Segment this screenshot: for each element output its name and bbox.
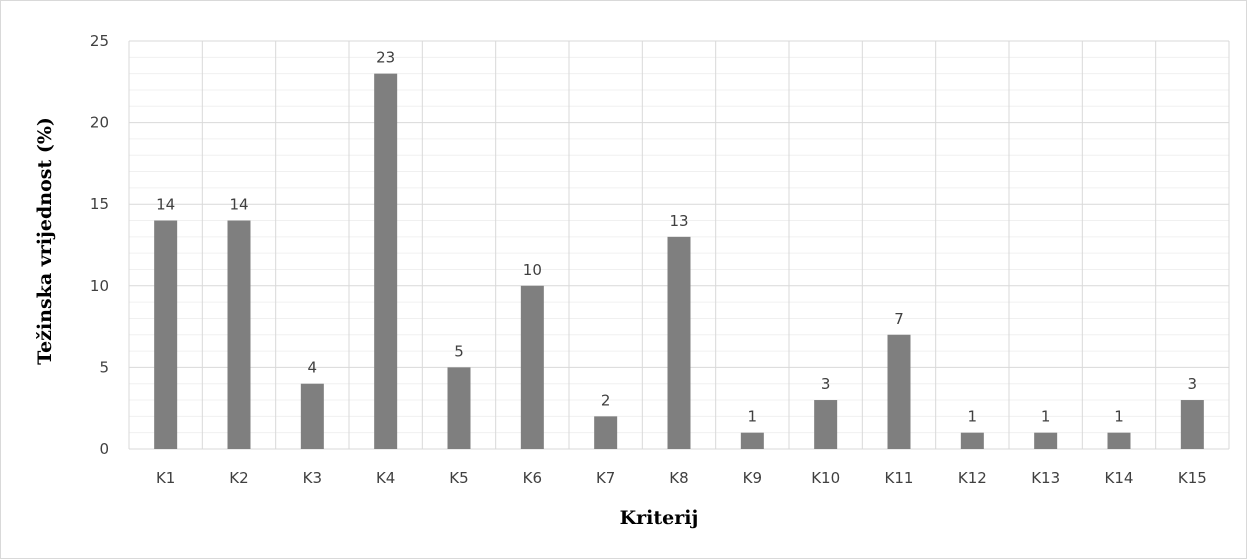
- data-label: 1: [748, 408, 758, 426]
- y-tick-label: 0: [99, 440, 109, 458]
- bar-k9: [740, 432, 764, 449]
- data-label: 1: [968, 408, 978, 426]
- data-label: 10: [523, 261, 542, 279]
- x-tick-label: K15: [1178, 469, 1207, 487]
- bar-k15: [1180, 400, 1204, 449]
- data-label: 13: [669, 212, 688, 230]
- bar-k6: [520, 285, 544, 449]
- y-tick-label: 5: [99, 358, 109, 376]
- bar-k5: [447, 367, 471, 449]
- y-axis-title: Težinska vrijednost (%): [34, 117, 56, 365]
- data-label: 1: [1114, 408, 1124, 426]
- x-tick-label: K3: [303, 469, 322, 487]
- data-label: 23: [376, 49, 395, 67]
- x-tick-label: K13: [1031, 469, 1060, 487]
- x-tick-label: K14: [1105, 469, 1134, 487]
- data-label: 5: [454, 342, 464, 360]
- x-tick-label: K11: [885, 469, 914, 487]
- x-tick-label: K7: [596, 469, 615, 487]
- bar-k2: [227, 220, 251, 449]
- bar-k7: [594, 416, 618, 449]
- data-label: 14: [156, 196, 175, 214]
- data-label: 2: [601, 391, 611, 409]
- bars: [154, 73, 1204, 449]
- bar-k11: [887, 334, 911, 449]
- x-axis-title: Kriterij: [620, 507, 699, 529]
- x-tick-label: K8: [669, 469, 688, 487]
- y-axis-ticks: 0 5 10 15 20 25: [90, 32, 109, 458]
- bar-k13: [1034, 432, 1058, 449]
- x-tick-label: K1: [156, 469, 175, 487]
- y-tick-label: 25: [90, 32, 109, 50]
- x-tick-label: K4: [376, 469, 395, 487]
- bar-k14: [1107, 432, 1131, 449]
- y-tick-label: 15: [90, 195, 109, 213]
- data-label: 14: [229, 196, 248, 214]
- grid: [128, 40, 1230, 450]
- x-tick-label: K2: [229, 469, 248, 487]
- x-tick-label: K5: [449, 469, 468, 487]
- data-label: 3: [821, 375, 831, 393]
- x-tick-label: K9: [743, 469, 762, 487]
- x-tick-label: K10: [811, 469, 840, 487]
- y-tick-label: 10: [90, 277, 109, 295]
- bar-k4: [374, 73, 398, 449]
- bar-k1: [154, 220, 178, 449]
- y-tick-label: 20: [90, 114, 109, 132]
- data-label: 4: [308, 359, 318, 377]
- bar-k3: [300, 383, 324, 449]
- x-tick-label: K6: [523, 469, 542, 487]
- bar-k8: [667, 236, 691, 449]
- x-axis-ticks: K1 K2 K3 K4 K5 K6 K7 K8 K9 K10 K11 K12 K13 K14 K15: [156, 469, 1207, 487]
- data-label: 7: [894, 310, 904, 328]
- x-tick-label: K12: [958, 469, 987, 487]
- data-label: 3: [1188, 375, 1198, 393]
- data-label: 1: [1041, 408, 1051, 426]
- bar-k12: [960, 432, 984, 449]
- bar-k10: [814, 400, 838, 449]
